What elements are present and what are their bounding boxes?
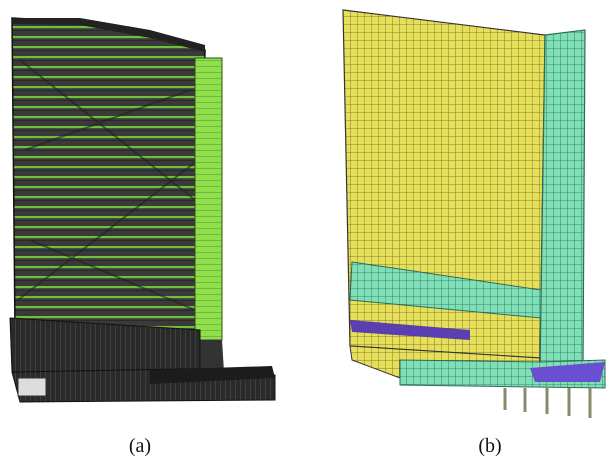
core-wall (195, 58, 222, 340)
tower-facade (12, 18, 205, 340)
building-b (343, 10, 605, 418)
page: (a) (b) (() => { const data = JSON.parse… (0, 0, 607, 462)
caption: (b) (478, 435, 501, 457)
core-wall (540, 30, 585, 368)
building-a (10, 18, 275, 402)
entrance (18, 378, 46, 396)
figure: (a) (b) (0, 0, 607, 462)
columns (505, 388, 590, 418)
caption: (a) (129, 435, 151, 457)
